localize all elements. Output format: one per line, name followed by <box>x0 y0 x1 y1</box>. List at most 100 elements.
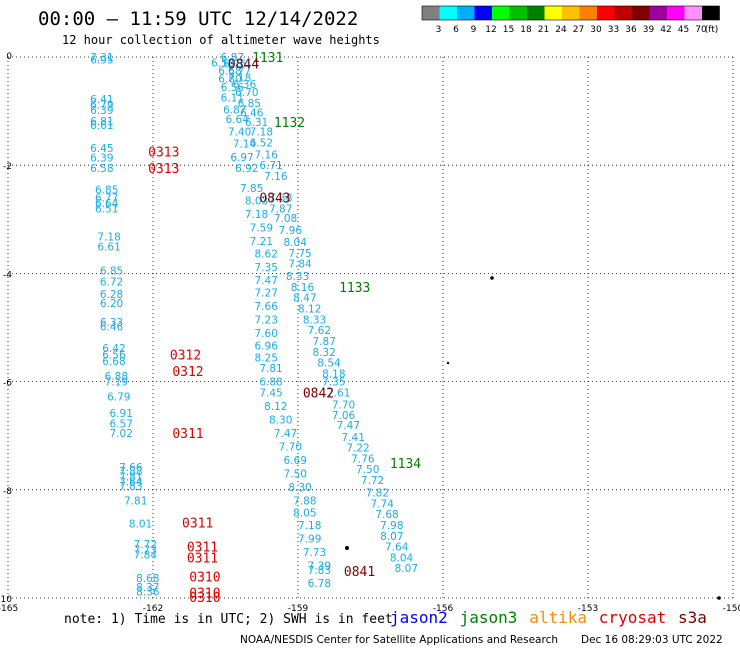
color-swatch-42 <box>649 6 667 20</box>
swh-value: 7.73 <box>134 544 157 556</box>
color-scale-label: 21 <box>538 25 549 35</box>
pass-time-label-s3a: 0842 <box>303 386 334 401</box>
color-scale-label: 18 <box>520 25 532 35</box>
color-scale-legend: 3 6 9 12 15 18 21 24 27 30 33 36 39 42 45 70(ft) <box>421 5 720 35</box>
swh-value: 6.71 <box>259 160 282 172</box>
swh-value: 6.46 <box>240 108 264 120</box>
swh-value: 7.18 <box>228 73 251 85</box>
pass-time-label-cryosat: 0313 <box>148 162 179 177</box>
swh-value: 6.28 <box>100 289 123 301</box>
generation-timestamp: Dec 16 08:29:03 UTC 2022 <box>581 634 723 646</box>
color-swatch-3 <box>422 6 440 20</box>
swh-value: 7.18 <box>298 520 321 532</box>
swh-value: 6.88 <box>105 371 128 383</box>
swh-value: 6.61 <box>97 241 120 253</box>
color-swatch-24 <box>544 6 562 20</box>
legend-altika: altika <box>529 608 587 627</box>
swh-value: 8.33 <box>303 314 326 326</box>
color-scale-label: 70 <box>695 25 707 35</box>
swh-value: 7.21 <box>250 236 273 248</box>
swh-value: 7.40 <box>228 127 251 139</box>
swh-value: 6.11 <box>221 93 244 105</box>
lat-tick-label: 0 <box>6 52 12 62</box>
swh-value: 6.88 <box>259 377 282 389</box>
pass-time-label-jason3: 1131 <box>252 51 283 66</box>
swh-value: 6.95 <box>90 55 113 67</box>
swh-value: 7.61 <box>327 387 350 399</box>
swh-value: 6.97 <box>230 152 253 164</box>
color-scale-label: 3 <box>436 25 442 35</box>
swh-value: 7.02 <box>110 428 133 440</box>
swh-value: 6.87 <box>223 104 246 116</box>
swh-value: 6.80 <box>218 74 241 86</box>
swh-value: 7.35 <box>322 377 345 389</box>
pass-time-label-cryosat: 0310 <box>189 587 220 602</box>
swh-value: 7.38 <box>269 193 292 205</box>
color-swatch-21 <box>527 6 545 20</box>
color-swatch-36 <box>614 6 632 20</box>
swh-value: 7.22 <box>346 443 369 455</box>
island-mark <box>490 276 494 280</box>
swh-value: 7.45 <box>259 387 282 399</box>
swh-value: 7.70 <box>279 442 302 454</box>
color-swatch-33 <box>597 6 615 20</box>
legend-s3a: s3a <box>678 608 707 627</box>
swh-value: 7.72 <box>134 539 157 551</box>
swh-value: 7.59 <box>250 222 273 234</box>
swh-value: 6.42 <box>102 343 125 355</box>
swh-value: 8.37 <box>136 582 159 594</box>
swh-value: 6.78 <box>308 578 331 590</box>
swh-value: 7.47 <box>255 275 278 287</box>
color-scale-label: 27 <box>573 25 584 35</box>
color-swatch-12 <box>474 6 492 20</box>
swh-value: 8.12 <box>264 401 287 413</box>
swh-value: 6.51 <box>95 203 118 215</box>
color-scale-label: 36 <box>625 25 637 35</box>
swh-value: 8.54 <box>317 358 341 370</box>
swh-value: 6.76 <box>223 58 247 70</box>
swh-value: 7.81 <box>259 363 282 375</box>
color-scale-unit: (ft) <box>705 25 719 35</box>
pass-time-label-jason3: 1134 <box>390 457 421 472</box>
swh-value: 8.04 <box>284 237 308 249</box>
swh-value: 6.72 <box>100 277 123 289</box>
page-subtitle: 12 hour collection of altimeter wave hei… <box>62 33 380 47</box>
swh-value: 8.30 <box>269 414 292 426</box>
island-mark <box>446 361 450 365</box>
color-scale-label: 9 <box>471 25 477 35</box>
swh-value: 7.96 <box>279 225 303 237</box>
island-mark <box>345 546 349 550</box>
swh-value: 8.05 <box>293 508 316 520</box>
pass-time-label-cryosat: 0311 <box>182 516 213 531</box>
pass-time-label-s3a: 0843 <box>259 192 290 207</box>
swh-value: 6.85 <box>238 98 261 110</box>
swh-value: 7.41 <box>342 432 365 444</box>
swh-value: 7.81 <box>119 471 142 483</box>
swh-value: 8.25 <box>255 352 278 364</box>
swh-value: 6.36 <box>233 79 257 91</box>
swh-value: 6.64 <box>95 198 119 210</box>
legend-jason3: jason3 <box>459 608 518 627</box>
footer-note: note: 1) Time is in UTC; 2) SWH is in fe… <box>64 612 393 627</box>
swh-value: 6.77 <box>228 65 251 77</box>
swh-value: 8.07 <box>380 531 403 543</box>
swh-value: 7.98 <box>380 520 403 532</box>
swh-value: 6.33 <box>100 317 123 329</box>
swh-value: 6.56 <box>221 82 245 94</box>
swh-value: 7.66 <box>119 462 143 474</box>
swh-value: 6.79 <box>107 392 130 404</box>
color-swatch-max <box>702 6 720 20</box>
swh-value: 7.64 <box>119 477 143 489</box>
lat-tick-label: -8 <box>3 487 12 497</box>
credit-text: NOAA/NESDIS Center for Satellite Applica… <box>240 634 558 646</box>
pass-time-label-jason3: 1132 <box>274 116 305 131</box>
swh-value: 7.16 <box>264 171 288 183</box>
swh-value: 7.87 <box>313 336 336 348</box>
pass-time-label-cryosat: 0311 <box>187 541 218 556</box>
page-title: 00:00 – 11:59 UTC 12/14/2022 <box>38 8 359 30</box>
swh-value: 6.20 <box>100 298 123 310</box>
island-markers <box>345 276 721 600</box>
color-scale-border <box>421 5 720 21</box>
